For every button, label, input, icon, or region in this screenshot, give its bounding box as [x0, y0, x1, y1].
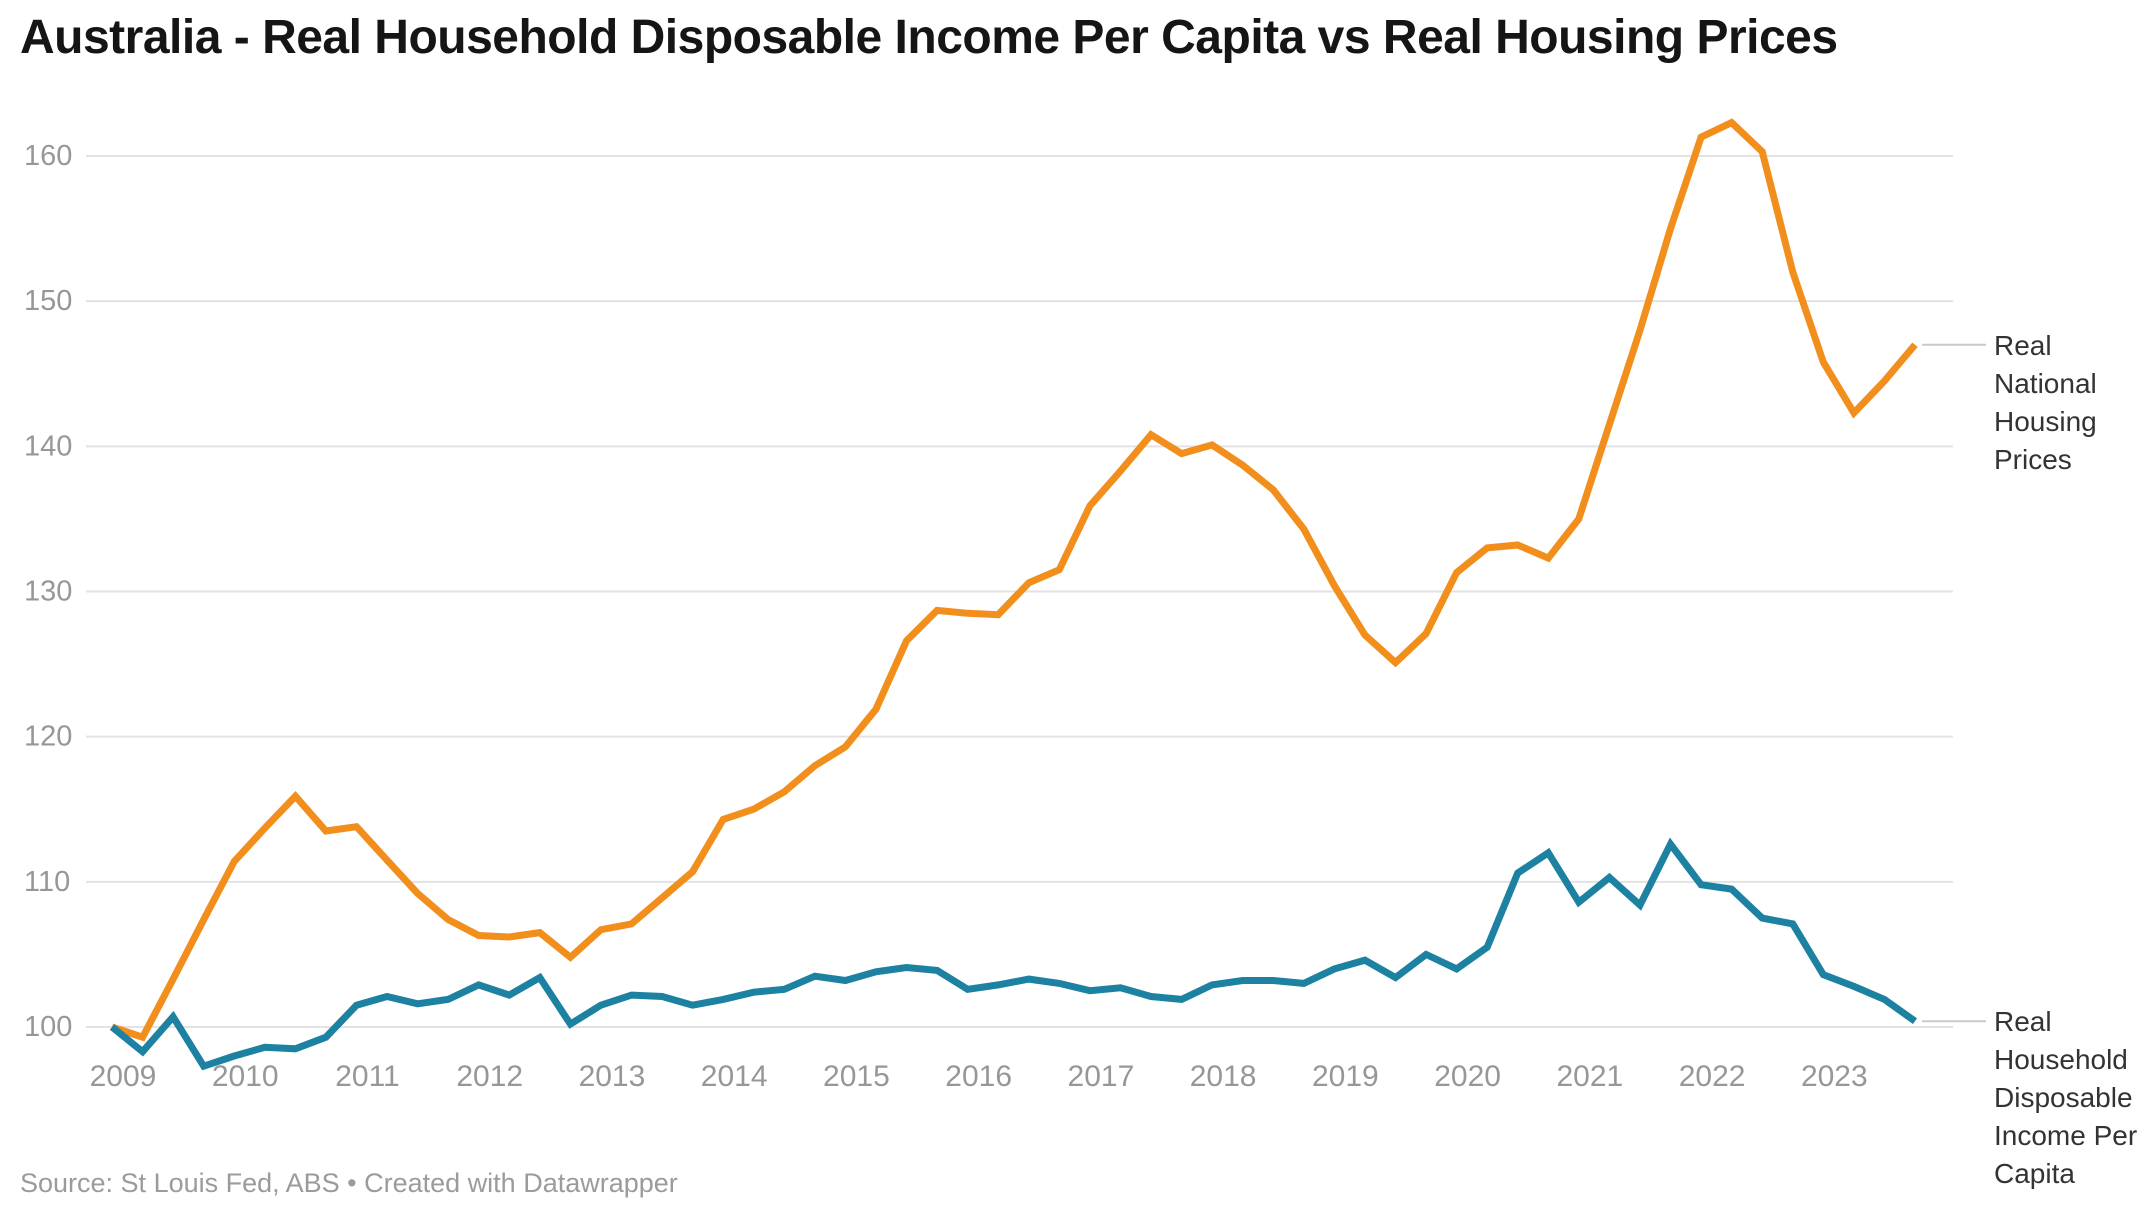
x-tick-label: 2014: [701, 1060, 768, 1093]
housing-prices-line: [110, 118, 1918, 1042]
y-tick-label: 100: [24, 1011, 72, 1043]
x-tick-label: 2015: [823, 1060, 890, 1093]
y-tick-label: 120: [24, 721, 72, 753]
x-tick-label: 2021: [1556, 1060, 1623, 1093]
y-tick-label: 140: [24, 430, 72, 462]
legend-disposable-income: Real Household Disposable Income Per Cap…: [1994, 1006, 2138, 1189]
x-tick-label: 2017: [1068, 1060, 1135, 1093]
x-tick-label: 2022: [1679, 1060, 1746, 1093]
disposable-income-line: [109, 837, 1918, 1071]
x-tick-label: 2012: [456, 1060, 523, 1093]
source-attribution: Source: St Louis Fed, ABS • Created with…: [20, 1168, 678, 1198]
y-tick-label: 150: [24, 285, 72, 317]
y-tick-label: 160: [24, 140, 72, 172]
page-title: Australia - Real Household Disposable In…: [20, 11, 1838, 64]
x-tick-label: 2016: [945, 1060, 1012, 1093]
x-tick-label: 2018: [1190, 1060, 1257, 1093]
y-tick-label: 130: [24, 575, 72, 607]
x-tick-label: 2010: [212, 1060, 279, 1093]
x-tick-label: 2011: [335, 1060, 400, 1093]
x-tick-label: 2020: [1434, 1060, 1501, 1093]
x-tick-label: 2023: [1801, 1060, 1868, 1093]
x-tick-label: 2009: [90, 1060, 157, 1093]
x-tick-label: 2013: [579, 1060, 646, 1093]
y-tick-label: 110: [24, 866, 70, 898]
x-tick-label: 2019: [1312, 1060, 1379, 1093]
legend-housing-prices: Real National Housing Prices: [1994, 330, 2097, 475]
